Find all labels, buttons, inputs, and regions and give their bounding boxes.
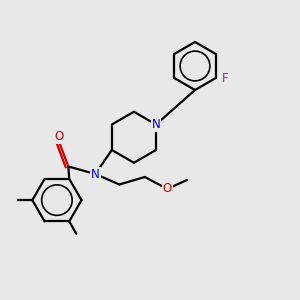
Text: O: O <box>55 130 64 143</box>
Text: N: N <box>91 167 100 181</box>
Text: N: N <box>152 118 160 131</box>
Text: F: F <box>221 71 228 85</box>
Text: O: O <box>163 182 172 196</box>
